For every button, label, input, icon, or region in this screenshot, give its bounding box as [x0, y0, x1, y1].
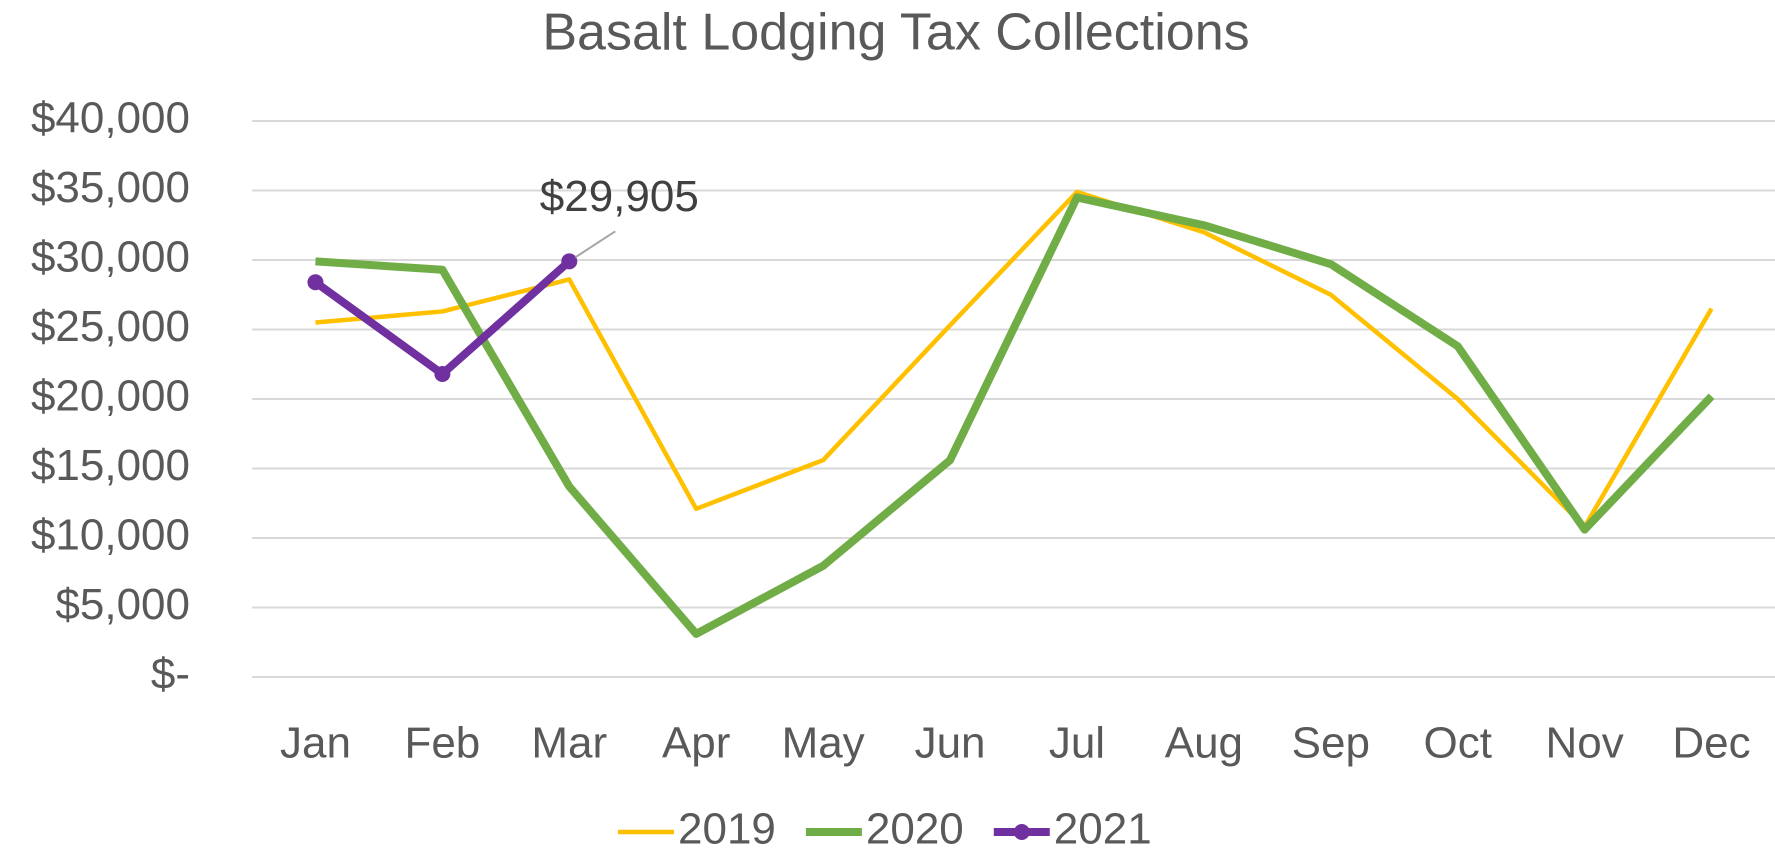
- x-tick-label: Jun: [915, 719, 986, 768]
- data-label: $29,905: [540, 172, 699, 221]
- series-line: [315, 189, 1714, 530]
- x-tick-label: Jan: [280, 719, 351, 768]
- y-tick-label: $15,000: [31, 441, 190, 490]
- x-tick-label: May: [782, 719, 865, 768]
- point-marker: [434, 365, 451, 382]
- chart-title: Basalt Lodging Tax Collections: [542, 4, 1249, 62]
- x-tick-label: Mar: [531, 719, 607, 768]
- leader-line: [574, 230, 616, 259]
- x-tick-label: Sep: [1292, 719, 1370, 768]
- legend-marker: [1013, 824, 1030, 840]
- x-tick-label: Apr: [662, 719, 730, 768]
- x-tick-label: Dec: [1672, 719, 1750, 768]
- legend-label: 2021: [1054, 805, 1152, 853]
- legend-label: 2019: [678, 805, 776, 853]
- x-tick-label: Feb: [404, 719, 480, 768]
- x-tick-label: Jul: [1049, 719, 1105, 768]
- y-tick-label: $25,000: [31, 302, 190, 351]
- x-tick-label: Aug: [1165, 719, 1243, 768]
- y-tick-label: $5,000: [55, 580, 190, 629]
- y-tick-label: $40,000: [31, 94, 190, 143]
- y-tick-label: $35,000: [31, 163, 190, 212]
- legend-label: 2020: [866, 805, 964, 853]
- y-tick-label: $10,000: [31, 511, 190, 560]
- y-tick-label: $20,000: [31, 372, 190, 421]
- point-marker: [307, 274, 324, 291]
- x-tick-label: Nov: [1546, 719, 1624, 768]
- y-tick-label: $30,000: [31, 233, 190, 282]
- series-line: [315, 193, 1715, 638]
- x-tick-label: Oct: [1423, 719, 1491, 768]
- y-tick-label: $-: [151, 650, 190, 699]
- point-marker: [561, 253, 578, 270]
